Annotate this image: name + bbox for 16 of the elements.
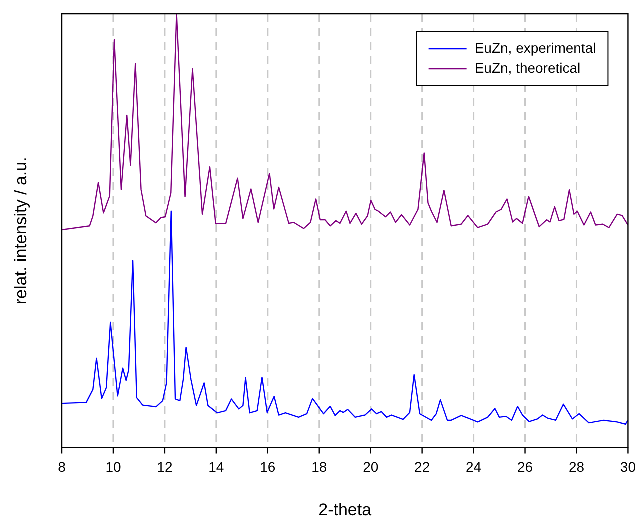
x-tick-label: 30 (620, 459, 636, 476)
legend-label: EuZn, theoretical (474, 60, 581, 76)
x-tick-label: 12 (157, 459, 173, 476)
x-tick-label: 26 (517, 459, 534, 476)
legend-label: EuZn, experimental (474, 40, 596, 56)
x-tick-label: 28 (568, 459, 585, 476)
x-tick-label: 24 (466, 459, 482, 476)
y-axis-title: relat. intensity / a.u. (12, 157, 31, 305)
x-tick-label: 22 (414, 459, 430, 476)
x-tick-label: 18 (312, 459, 328, 476)
x-tick-label: 8 (58, 459, 66, 476)
x-axis-title: 2-theta (318, 500, 372, 520)
x-tick-label: 10 (106, 459, 122, 476)
x-tick-label: 20 (363, 459, 379, 476)
x-tick-label: 14 (208, 459, 224, 476)
x-tick-label: 16 (260, 459, 276, 476)
